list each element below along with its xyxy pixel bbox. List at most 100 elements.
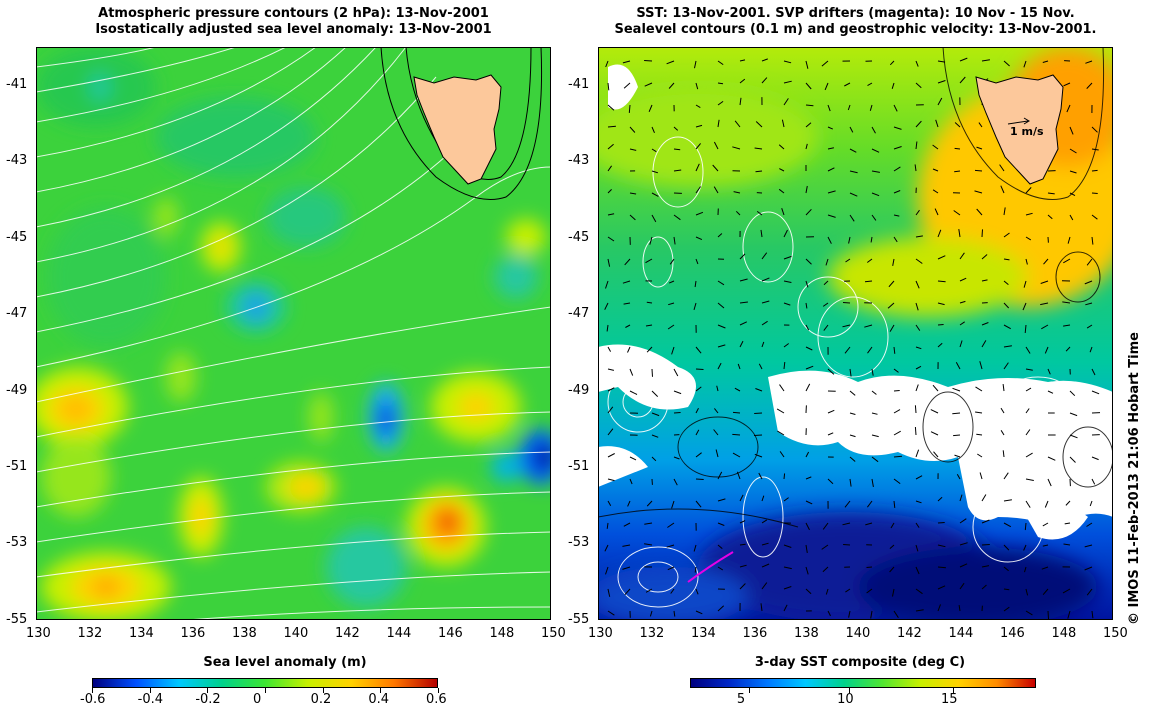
x-tick-label: 140 bbox=[283, 626, 309, 641]
right-title-line2: Sealevel contours (0.1 m) and geostrophi… bbox=[614, 22, 1097, 37]
velocity-arrow bbox=[1063, 258, 1071, 264]
velocity-arrow bbox=[629, 368, 634, 376]
colorbar-tick-label: 10 bbox=[837, 692, 854, 707]
velocity-arrow bbox=[651, 126, 655, 133]
velocity-arrow bbox=[1000, 407, 1005, 414]
velocity-arrow bbox=[892, 258, 895, 266]
velocity-arrow bbox=[783, 343, 789, 348]
velocity-arrow bbox=[1003, 606, 1010, 612]
velocity-arrow bbox=[695, 368, 704, 370]
velocity-arrow bbox=[693, 544, 697, 552]
left-map-frame bbox=[36, 47, 551, 620]
velocity-arrow bbox=[1002, 384, 1005, 392]
velocity-arrow bbox=[1025, 452, 1033, 458]
velocity-arrow bbox=[937, 342, 943, 348]
velocity-arrow bbox=[958, 229, 961, 238]
velocity-arrow bbox=[1091, 390, 1100, 395]
velocity-arrow bbox=[1003, 472, 1009, 480]
x-tick-label: 138 bbox=[232, 626, 257, 641]
velocity-arrow bbox=[893, 390, 900, 392]
velocity-arrow bbox=[827, 368, 835, 375]
velocity-arrow bbox=[915, 60, 919, 67]
velocity-arrow bbox=[761, 252, 768, 260]
velocity-arrow bbox=[783, 255, 792, 260]
velocity-arrow bbox=[761, 341, 765, 348]
velocity-arrow bbox=[866, 588, 873, 594]
velocity-arrow bbox=[717, 280, 725, 286]
velocity-arrow bbox=[739, 340, 744, 348]
velocity-arrow bbox=[1024, 522, 1027, 531]
colorbar-tick-label: -0.2 bbox=[195, 692, 221, 707]
velocity-arrow bbox=[783, 497, 789, 502]
velocity-arrow bbox=[717, 100, 724, 106]
velocity-arrow bbox=[624, 588, 631, 596]
velocity-arrow bbox=[761, 77, 768, 84]
y-tick-label: -49 bbox=[6, 382, 28, 398]
velocity-arrow bbox=[824, 82, 829, 91]
velocity-arrow bbox=[739, 278, 748, 282]
velocity-arrow bbox=[667, 522, 675, 528]
velocity-arrow bbox=[871, 170, 880, 173]
y-tick-label: -45 bbox=[568, 229, 590, 245]
velocity-arrow bbox=[760, 229, 763, 238]
velocity-arrow bbox=[889, 566, 895, 573]
velocity-arrow bbox=[1042, 60, 1049, 63]
velocity-arrow bbox=[1040, 302, 1049, 306]
pressure-contours bbox=[36, 47, 551, 620]
velocity-arrow bbox=[694, 566, 697, 573]
velocity-arrow bbox=[981, 229, 983, 238]
velocity-arrow bbox=[1086, 522, 1093, 527]
velocity-arrow bbox=[1025, 408, 1030, 414]
velocity-arrow bbox=[716, 385, 719, 392]
velocity-arrow bbox=[779, 451, 785, 458]
velocity-arrow bbox=[622, 60, 631, 64]
velocity-arrow bbox=[867, 82, 873, 87]
velocity-arrow bbox=[776, 408, 785, 414]
y-tick-label: -55 bbox=[6, 611, 28, 627]
velocity-arrow bbox=[736, 471, 741, 480]
velocity-arrow bbox=[622, 566, 631, 570]
tasmania-land bbox=[413, 74, 502, 185]
velocity-arrow bbox=[695, 104, 701, 109]
velocity-arrow bbox=[693, 302, 697, 311]
velocity-arrow bbox=[651, 368, 653, 377]
velocity-arrow bbox=[644, 82, 653, 87]
y-tick-label: -53 bbox=[6, 535, 28, 551]
velocity-arrow bbox=[1003, 566, 1009, 572]
velocity-arrow bbox=[717, 498, 726, 502]
velocity-arrow bbox=[625, 324, 631, 328]
velocity-arrow bbox=[649, 610, 653, 617]
velocity-arrow bbox=[981, 519, 990, 524]
velocity-arrow bbox=[651, 412, 660, 417]
velocity-arrow bbox=[1047, 390, 1054, 394]
left-title-line2: Isostatically adjusted sea level anomaly… bbox=[95, 22, 492, 37]
velocity-arrow bbox=[822, 522, 829, 530]
velocity-arrow bbox=[827, 214, 836, 218]
velocity-arrow bbox=[827, 236, 832, 244]
velocity-arrow bbox=[932, 144, 939, 150]
velocity-arrow bbox=[915, 280, 920, 289]
velocity-arrow bbox=[783, 280, 792, 283]
velocity-arrow bbox=[849, 456, 856, 462]
velocity-arrow bbox=[673, 456, 680, 460]
velocity-arrow bbox=[1091, 478, 1096, 485]
velocity-arrow bbox=[805, 500, 813, 505]
colorbar-tick bbox=[207, 688, 209, 693]
velocity-arrow bbox=[732, 411, 741, 414]
velocity-arrow bbox=[1091, 214, 1098, 220]
velocity-arrow bbox=[915, 324, 921, 331]
velocity-arrow bbox=[754, 412, 763, 414]
velocity-arrow bbox=[761, 519, 768, 524]
y-tick-label: -51 bbox=[568, 459, 590, 474]
velocity-arrow bbox=[651, 170, 659, 174]
velocity-arrow bbox=[713, 186, 719, 194]
velocity-arrow bbox=[937, 60, 946, 63]
velocity-arrow bbox=[1003, 302, 1010, 309]
velocity-arrow bbox=[695, 163, 700, 172]
velocity-arrow bbox=[1025, 212, 1033, 216]
colorbar-tick-label: -0.4 bbox=[137, 692, 164, 707]
velocity-arrow bbox=[737, 363, 741, 370]
velocity-arrow bbox=[1069, 170, 1077, 174]
velocity-arrow bbox=[695, 258, 699, 265]
velocity-arrow bbox=[695, 500, 702, 508]
